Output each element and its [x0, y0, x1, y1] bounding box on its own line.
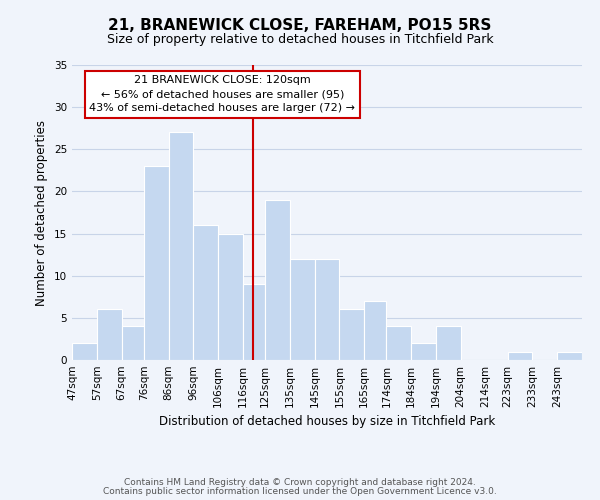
- X-axis label: Distribution of detached houses by size in Titchfield Park: Distribution of detached houses by size …: [159, 416, 495, 428]
- Bar: [411, 343, 436, 360]
- Bar: [340, 310, 364, 360]
- Text: 21 BRANEWICK CLOSE: 120sqm
← 56% of detached houses are smaller (95)
43% of semi: 21 BRANEWICK CLOSE: 120sqm ← 56% of deta…: [89, 76, 355, 114]
- Bar: [243, 284, 265, 360]
- Bar: [386, 326, 411, 360]
- Bar: [218, 234, 243, 360]
- Bar: [97, 310, 122, 360]
- Bar: [557, 352, 582, 360]
- Bar: [290, 259, 314, 360]
- Text: 21, BRANEWICK CLOSE, FAREHAM, PO15 5RS: 21, BRANEWICK CLOSE, FAREHAM, PO15 5RS: [109, 18, 491, 32]
- Bar: [436, 326, 461, 360]
- Text: Contains HM Land Registry data © Crown copyright and database right 2024.: Contains HM Land Registry data © Crown c…: [124, 478, 476, 487]
- Bar: [193, 225, 218, 360]
- Bar: [508, 352, 532, 360]
- Text: Contains public sector information licensed under the Open Government Licence v3: Contains public sector information licen…: [103, 487, 497, 496]
- Y-axis label: Number of detached properties: Number of detached properties: [35, 120, 49, 306]
- Bar: [122, 326, 144, 360]
- Bar: [72, 343, 97, 360]
- Bar: [265, 200, 290, 360]
- Bar: [144, 166, 169, 360]
- Text: Size of property relative to detached houses in Titchfield Park: Size of property relative to detached ho…: [107, 32, 493, 46]
- Bar: [314, 259, 340, 360]
- Bar: [364, 301, 386, 360]
- Bar: [169, 132, 193, 360]
